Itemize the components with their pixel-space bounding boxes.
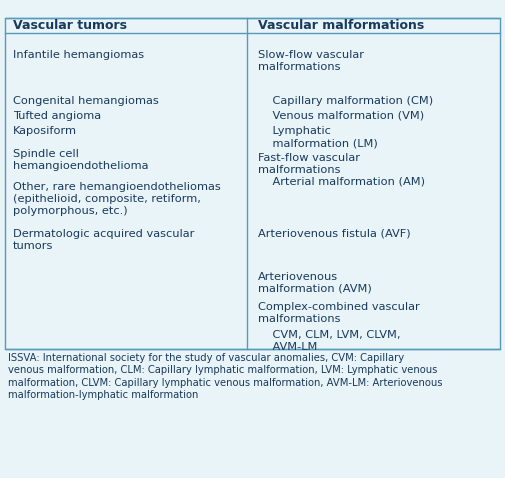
Text: Vascular tumors: Vascular tumors	[13, 19, 127, 33]
Text: Arterial malformation (AM): Arterial malformation (AM)	[258, 177, 425, 187]
Text: CVM, CLM, LVM, CLVM,
    AVM-LM: CVM, CLM, LVM, CLVM, AVM-LM	[258, 330, 400, 352]
Text: Arteriovenous fistula (AVF): Arteriovenous fistula (AVF)	[258, 228, 410, 238]
Text: Capillary malformation (CM): Capillary malformation (CM)	[258, 96, 433, 106]
Text: ISSVA: International society for the study of vascular anomalies, CVM: Capillary: ISSVA: International society for the stu…	[8, 353, 442, 400]
Text: Arteriovenous
malformation (AVM): Arteriovenous malformation (AVM)	[258, 272, 371, 293]
Text: Lymphatic
    malformation (LM): Lymphatic malformation (LM)	[258, 126, 377, 148]
Text: Tufted angioma: Tufted angioma	[13, 111, 101, 121]
Text: Dermatologic acquired vascular
tumors: Dermatologic acquired vascular tumors	[13, 229, 194, 251]
Text: Infantile hemangiomas: Infantile hemangiomas	[13, 50, 144, 60]
Text: Other, rare hemangioendotheliomas
(epithelioid, composite, retiform,
polymorphou: Other, rare hemangioendotheliomas (epith…	[13, 182, 220, 216]
Text: Slow-flow vascular
malformations: Slow-flow vascular malformations	[258, 50, 364, 72]
FancyBboxPatch shape	[5, 18, 500, 349]
Text: Venous malformation (VM): Venous malformation (VM)	[258, 111, 424, 121]
Text: Fast-flow vascular
malformations: Fast-flow vascular malformations	[258, 153, 360, 175]
Text: Complex-combined vascular
malformations: Complex-combined vascular malformations	[258, 302, 419, 324]
Text: Vascular malformations: Vascular malformations	[258, 19, 424, 33]
Text: Spindle cell
hemangioendothelioma: Spindle cell hemangioendothelioma	[13, 149, 148, 171]
Text: Kaposiform: Kaposiform	[13, 126, 77, 136]
Text: Congenital hemangiomas: Congenital hemangiomas	[13, 96, 159, 106]
